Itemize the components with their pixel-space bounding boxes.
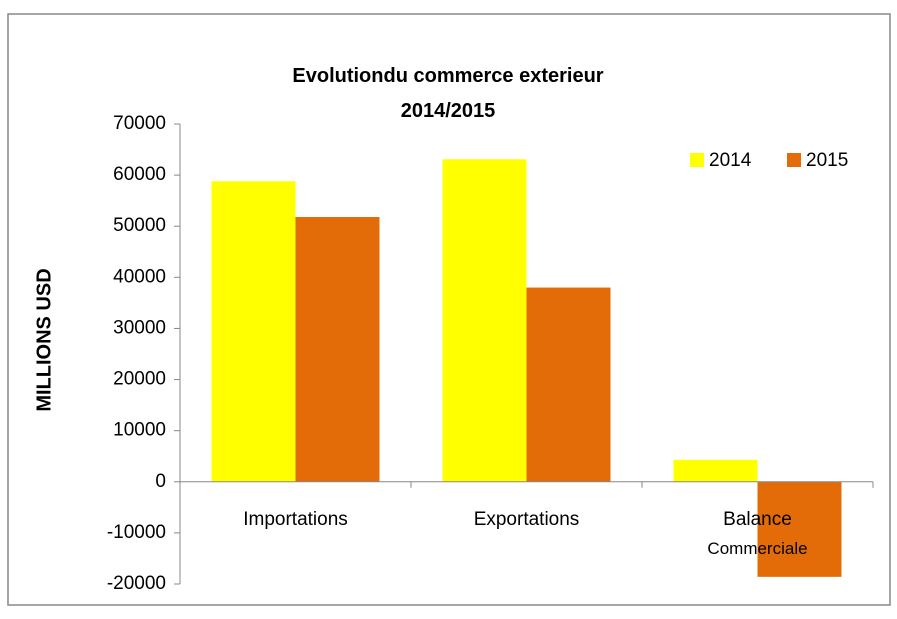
- bar: [757, 481, 842, 577]
- y-tick-label: 40000: [113, 266, 166, 287]
- bar: [442, 159, 527, 482]
- y-tick-label: 70000: [113, 113, 166, 134]
- bar: [526, 287, 611, 482]
- y-tick-label: -20000: [107, 573, 166, 594]
- chart-title: Evolutiondu commerce exterieur 2014/2015: [292, 65, 603, 122]
- y-tick-label: 0: [155, 471, 166, 492]
- y-axis-label: MILLIONS USD: [33, 268, 55, 411]
- x-tick-label: Balance Commerciale: [707, 509, 807, 558]
- y-tick-label: 60000: [113, 164, 166, 185]
- legend-swatch: [690, 153, 704, 167]
- y-tick-label: -10000: [107, 522, 166, 543]
- legend-label: 2015: [806, 150, 848, 171]
- bar: [673, 459, 758, 482]
- legend-label: 2014: [709, 150, 752, 171]
- x-tick-label: Importations: [243, 509, 348, 530]
- bar: [211, 181, 296, 482]
- legend-swatch: [787, 153, 801, 167]
- y-tick-label: 30000: [113, 317, 166, 338]
- y-tick-label: 10000: [113, 420, 166, 441]
- x-tick-label: Exportations: [474, 509, 580, 530]
- y-tick-label: 50000: [113, 215, 166, 236]
- y-tick-label: 20000: [113, 369, 166, 390]
- bar: [295, 217, 380, 482]
